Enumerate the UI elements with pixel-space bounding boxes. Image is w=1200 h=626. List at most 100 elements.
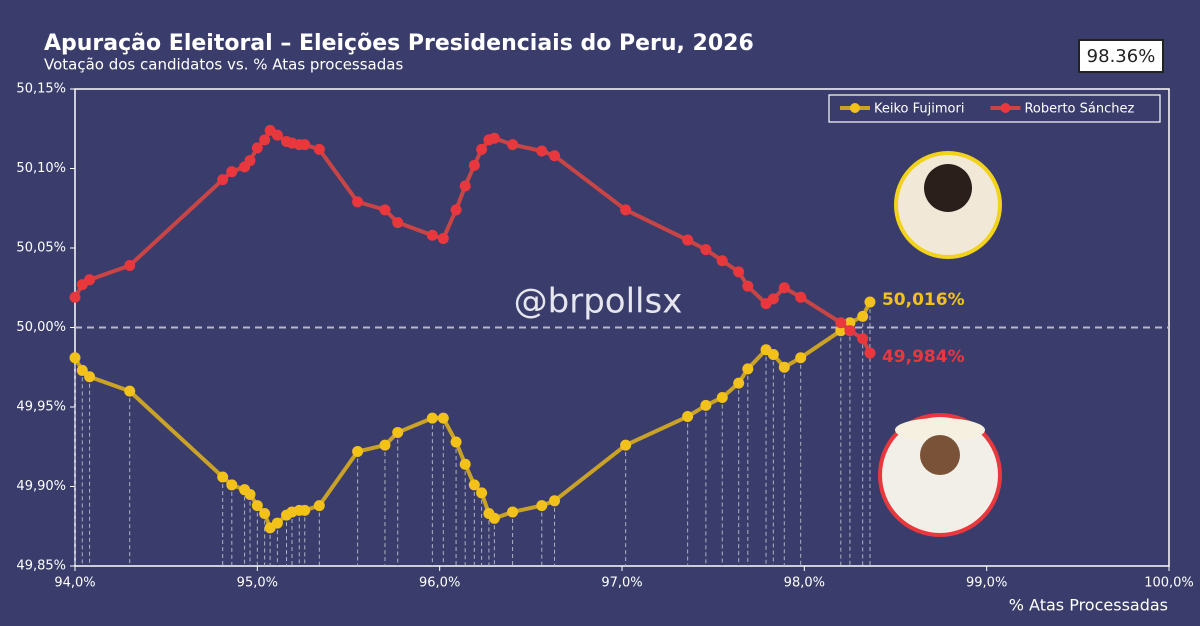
point [437, 412, 449, 424]
legend-label: Keiko Fujimori [874, 102, 964, 117]
point [437, 232, 449, 244]
point [459, 180, 471, 192]
point [767, 293, 779, 305]
x-tick-label: 95,0% [237, 576, 278, 591]
point [299, 139, 311, 151]
point [767, 349, 779, 361]
x-tick-label: 98,0% [784, 576, 825, 591]
point [217, 471, 229, 483]
x-tick-label: 100,0% [1144, 576, 1194, 591]
value-label: 50,016% [882, 290, 965, 310]
point [488, 512, 500, 524]
point [84, 371, 96, 383]
y-tick-label: 49,85% [16, 559, 66, 574]
point [271, 517, 283, 529]
point [778, 282, 790, 294]
point [835, 317, 847, 329]
point [450, 204, 462, 216]
point [700, 244, 712, 256]
point [476, 487, 488, 499]
point [226, 166, 238, 178]
x-axis-label: % Atas Processadas [1009, 596, 1168, 615]
point [844, 317, 856, 329]
point [742, 363, 754, 375]
point [468, 159, 480, 171]
value-label: 49,984% [882, 347, 965, 367]
point [682, 411, 694, 423]
badge: 98.36% [1087, 46, 1156, 67]
point [251, 142, 263, 154]
point [244, 155, 256, 167]
y-tick-label: 50,05% [16, 241, 66, 256]
legend-marker [850, 103, 860, 113]
point [716, 255, 728, 267]
photo-sanchez [878, 413, 1002, 537]
point [226, 479, 238, 491]
point [864, 347, 876, 359]
point [835, 325, 847, 337]
y-tick-label: 49,90% [16, 479, 66, 494]
point [124, 385, 136, 397]
point [620, 204, 632, 216]
point [536, 500, 548, 512]
point [864, 296, 876, 308]
y-tick-label: 50,15% [16, 82, 66, 97]
point [352, 196, 364, 208]
point [468, 479, 480, 491]
point [217, 174, 229, 186]
point [857, 333, 869, 345]
point [795, 352, 807, 364]
photo-keiko [894, 151, 1002, 259]
point [426, 412, 438, 424]
point [259, 508, 271, 520]
x-tick-label: 97,0% [601, 576, 642, 591]
y-tick-label: 49,95% [16, 400, 66, 415]
point [313, 143, 325, 155]
point [299, 504, 311, 516]
x-tick-label: 99,0% [966, 576, 1007, 591]
point [379, 204, 391, 216]
point [488, 132, 500, 144]
point [476, 143, 488, 155]
point [682, 234, 694, 246]
legend-marker [1000, 103, 1011, 113]
point [549, 150, 561, 162]
point [352, 446, 364, 458]
point [716, 391, 728, 403]
point [84, 274, 96, 286]
point [536, 145, 548, 157]
point [259, 134, 271, 146]
point [69, 291, 81, 303]
point [69, 352, 81, 364]
point [507, 139, 519, 151]
point [507, 506, 519, 518]
point [742, 280, 754, 292]
point [271, 129, 283, 141]
badge-box [1078, 39, 1164, 73]
y-tick-label: 50,10% [16, 161, 66, 176]
point [251, 500, 263, 512]
point [795, 291, 807, 303]
y-tick-label: 50,00% [16, 320, 66, 335]
point [844, 325, 856, 337]
chart-title: Apuração Eleitoral – Eleições Presidenci… [44, 31, 754, 56]
point [620, 439, 632, 451]
x-tick-label: 94,0% [54, 576, 95, 591]
point [733, 377, 745, 389]
point [778, 361, 790, 373]
point [459, 458, 471, 470]
x-tick-label: 96,0% [419, 576, 460, 591]
point [549, 495, 561, 507]
point [392, 426, 404, 438]
point [733, 266, 745, 278]
point [450, 436, 462, 448]
point [392, 217, 404, 229]
legend: Keiko Fujimori Roberto Sánchez [828, 94, 1161, 123]
legend-label: Roberto Sánchez [1024, 102, 1134, 117]
point [857, 310, 869, 322]
point [313, 500, 325, 512]
point [379, 439, 391, 451]
point [244, 488, 256, 500]
point [76, 364, 88, 376]
